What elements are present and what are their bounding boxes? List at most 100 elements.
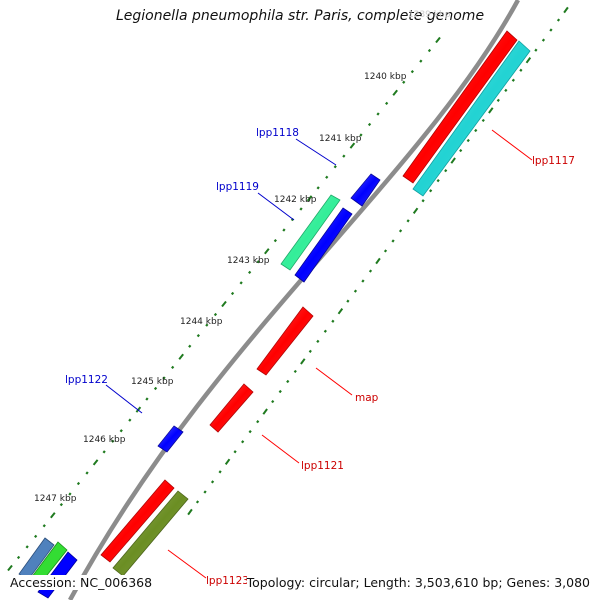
inner-tick [248,270,252,274]
outer-tick [195,500,200,504]
outer-tick [383,249,388,253]
outer-tick [353,289,358,293]
gene-label-lpp1122[interactable]: lpp1122 [65,374,108,386]
inner-tick [367,122,372,127]
inner-tick [213,312,218,317]
outer-tick [459,148,463,153]
feature-lpp1123[interactable] [100,479,189,577]
outer-tick [534,48,538,52]
inner-tick [59,503,63,507]
inner-tick [333,165,337,169]
inner-tick [92,459,99,466]
leader-lpp1118 [295,138,337,166]
leader-lpp1119 [257,192,295,221]
outer-tick [337,308,344,315]
kbp-label-1246: 1246 kbp [83,435,126,445]
inner-tick [145,397,149,401]
genome-summary-text: Topology: circular; Length: 3,503,610 bp… [246,575,590,590]
feature-map[interactable] [256,306,314,376]
outer-tick [466,138,470,143]
outer-tick [474,128,478,133]
outer-tick [346,299,350,303]
inner-tick [282,228,286,232]
kbp-label-1241: 1241 kbp [319,134,362,144]
outer-tick [278,389,282,394]
kbp-label-1242: 1242 kbp [274,195,317,205]
outer-tick [218,470,222,474]
feature-lpp1118[interactable] [350,173,381,207]
leader-lines [105,129,533,579]
inner-tick [239,281,243,285]
outer-tick-track [187,6,569,516]
inner-tick [25,545,29,549]
gene-features [18,30,531,599]
inner-tick [264,248,270,255]
inner-tick [230,291,235,296]
inner-tick [419,59,423,63]
outer-tick [271,399,275,404]
outer-tick [525,57,532,64]
outer-tick [308,349,312,353]
leader-map [315,367,353,396]
inner-tick-track [7,36,441,572]
leader-lpp1122 [105,384,143,414]
inner-tick [111,439,115,443]
inner-tick [325,175,329,179]
kbp-label-1247: 1247 kbp [34,494,77,504]
outer-tick [488,107,494,114]
accession-text: Accession: NC_006368 [10,575,153,590]
inner-tick [299,207,303,211]
inner-tick [128,418,132,422]
inner-tick [196,334,200,338]
gene-labels: lpp1117 lpp1118 lpp1119 map lpp1121 lpp1… [65,127,575,587]
outer-tick [398,229,403,233]
map-title: Legionella pneumophila str. Paris, compl… [115,8,485,24]
outer-tick [187,508,193,516]
inner-tick [427,48,432,53]
gene-label-lpp1119[interactable]: lpp1119 [216,181,259,193]
outer-tick [429,189,433,193]
inner-tick [171,365,175,369]
inner-tick [76,481,81,486]
inner-tick [306,195,313,202]
gene-label-lpp1123[interactable]: lpp1123 [206,575,249,587]
leader-lpp1117 [491,129,533,161]
feature-lpp1117[interactable] [402,30,531,197]
kbp-labels: 1239 kbp 1240 kbp 1241 kbp 1242 kbp 1243… [34,10,451,504]
inner-tick [188,344,192,348]
kbp-label-1243: 1243 kbp [227,256,270,266]
feature-lpp1119[interactable] [280,194,353,283]
inner-tick [349,142,356,149]
gene-label-lpp1121[interactable]: lpp1121 [301,460,344,472]
outer-tick [286,379,290,384]
outer-tick [210,480,215,484]
outer-tick [412,207,419,214]
outer-tick [406,219,410,223]
inner-tick [42,524,46,528]
gene-label-map[interactable]: map [355,392,379,404]
inner-tick [273,239,277,243]
gene-label-lpp1117[interactable]: lpp1117 [532,155,575,167]
inner-tick [376,112,380,116]
outer-tick [421,199,425,203]
inner-tick [16,555,21,560]
feature-lpp1122[interactable] [157,425,184,453]
outer-tick [556,18,561,22]
outer-tick [224,458,231,465]
gene-label-lpp1118[interactable]: lpp1118 [256,127,299,139]
inner-tick [256,260,260,264]
outer-tick [391,239,395,243]
inner-tick [85,471,89,475]
outer-tick [444,169,448,173]
outer-tick [496,98,500,102]
outer-tick [316,339,320,343]
outer-tick [300,358,306,365]
feature-lpp1121[interactable] [209,383,254,433]
outer-tick [504,88,508,92]
outer-tick [368,269,373,273]
inner-tick [119,429,123,433]
outer-tick [241,440,245,444]
outer-tick [481,118,485,123]
inner-tick [153,386,158,391]
leader-lpp1123 [167,549,207,579]
